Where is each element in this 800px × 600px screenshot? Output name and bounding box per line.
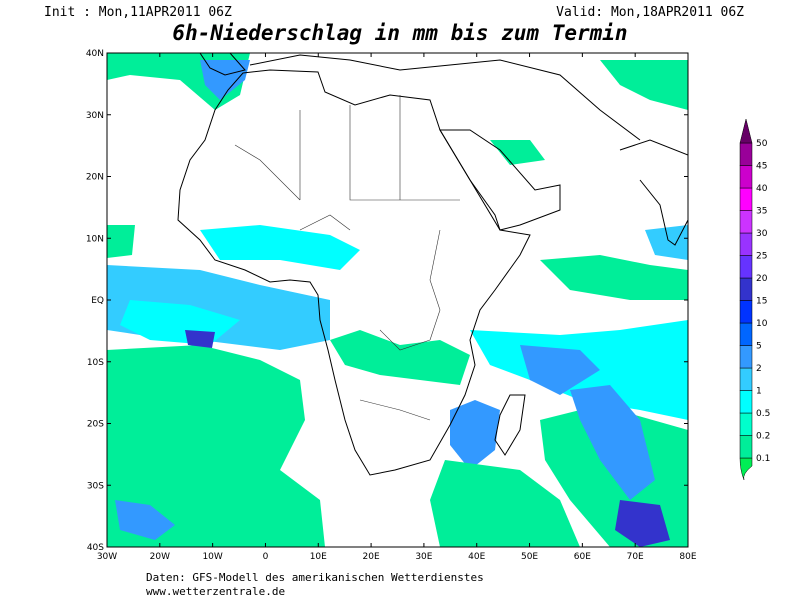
lat-label: 30S bbox=[87, 481, 104, 491]
legend-label: 0.1 bbox=[756, 454, 770, 464]
lon-label: 60E bbox=[574, 552, 591, 562]
legend-swatch bbox=[739, 210, 753, 234]
legend-tail bbox=[739, 457, 753, 481]
lat-label: 20S bbox=[87, 420, 104, 430]
lat-label: EQ bbox=[91, 296, 104, 306]
legend-swatch bbox=[739, 255, 753, 279]
legend-swatch bbox=[739, 435, 753, 459]
data-source: Daten: GFS-Modell des amerikanischen Wet… bbox=[146, 571, 484, 584]
precip-area bbox=[115, 500, 175, 540]
lon-label: 30E bbox=[415, 552, 432, 562]
legend-swatch bbox=[739, 232, 753, 256]
precip-area bbox=[645, 225, 688, 260]
borders bbox=[234, 95, 460, 421]
precip-area bbox=[490, 140, 545, 165]
precip-area bbox=[540, 255, 688, 300]
legend-arrow bbox=[739, 118, 753, 144]
legend-swatch bbox=[739, 345, 753, 369]
precip-area bbox=[200, 225, 360, 270]
website: www.wetterzentrale.de bbox=[146, 585, 285, 598]
lon-label: 70E bbox=[627, 552, 644, 562]
legend-label: 40 bbox=[756, 184, 768, 194]
asia-coast bbox=[619, 139, 688, 246]
lat-label: 20N bbox=[86, 173, 104, 183]
legend-swatch bbox=[739, 277, 753, 301]
precipitation bbox=[107, 53, 688, 547]
legend-label: 10 bbox=[756, 319, 768, 329]
legend-label: 25 bbox=[756, 252, 767, 262]
legend-swatch bbox=[739, 367, 753, 391]
legend-swatch bbox=[739, 142, 753, 166]
lon-label: 20W bbox=[150, 552, 170, 562]
precip-area bbox=[570, 385, 655, 500]
legend-label: 5 bbox=[756, 342, 762, 352]
legend-swatch bbox=[739, 390, 753, 414]
lon-label: 30W bbox=[97, 552, 117, 562]
legend-swatch bbox=[739, 322, 753, 346]
north-coast bbox=[249, 54, 641, 141]
map-title: 6h-Niederschlag in mm bis zum Termin bbox=[172, 21, 627, 45]
lat-label: 40N bbox=[86, 49, 104, 59]
lat-label: 30N bbox=[86, 111, 104, 121]
coastlines bbox=[177, 53, 688, 476]
precip-area bbox=[330, 330, 470, 385]
precip-area bbox=[520, 345, 600, 395]
lat-label: 40S bbox=[87, 543, 104, 553]
legend-label: 2 bbox=[756, 364, 762, 374]
iberia bbox=[199, 53, 246, 76]
lon-label: 40E bbox=[468, 552, 485, 562]
legend-swatch bbox=[739, 300, 753, 324]
madagascar bbox=[494, 394, 526, 456]
lon-label: 0 bbox=[263, 552, 269, 562]
precip-area bbox=[600, 60, 688, 110]
lon-label: 20E bbox=[363, 552, 380, 562]
precip-area bbox=[200, 60, 250, 100]
legend-label: 35 bbox=[756, 207, 767, 217]
precip-area bbox=[107, 225, 135, 258]
legend-label: 0.5 bbox=[756, 409, 770, 419]
valid-time: Valid: Mon,18APR2011 06Z bbox=[556, 5, 744, 20]
lon-label: 10W bbox=[202, 552, 222, 562]
legend-swatch bbox=[739, 412, 753, 436]
precip-area bbox=[430, 460, 580, 547]
arabia bbox=[439, 129, 561, 231]
lon-label: 10E bbox=[310, 552, 327, 562]
legend-label: 50 bbox=[756, 139, 768, 149]
legend-label: 15 bbox=[756, 297, 767, 307]
legend-label: 30 bbox=[756, 229, 768, 239]
legend-swatch bbox=[739, 187, 753, 211]
legend-label: 45 bbox=[756, 162, 767, 172]
africa-outline bbox=[177, 69, 531, 476]
precip-area bbox=[615, 500, 670, 547]
legend-swatch bbox=[739, 165, 753, 189]
lat-label: 10N bbox=[86, 234, 104, 244]
precip-area bbox=[450, 400, 500, 470]
map bbox=[106, 52, 689, 548]
precip-area bbox=[185, 330, 215, 348]
lon-label: 80E bbox=[679, 552, 696, 562]
legend-label: 1 bbox=[756, 387, 762, 397]
lat-label: 10S bbox=[87, 358, 104, 368]
legend-label: 20 bbox=[756, 274, 768, 284]
init-time: Init : Mon,11APR2011 06Z bbox=[44, 5, 232, 20]
lon-label: 50E bbox=[521, 552, 538, 562]
legend-label: 0.2 bbox=[756, 432, 770, 442]
precip-area bbox=[107, 345, 325, 547]
